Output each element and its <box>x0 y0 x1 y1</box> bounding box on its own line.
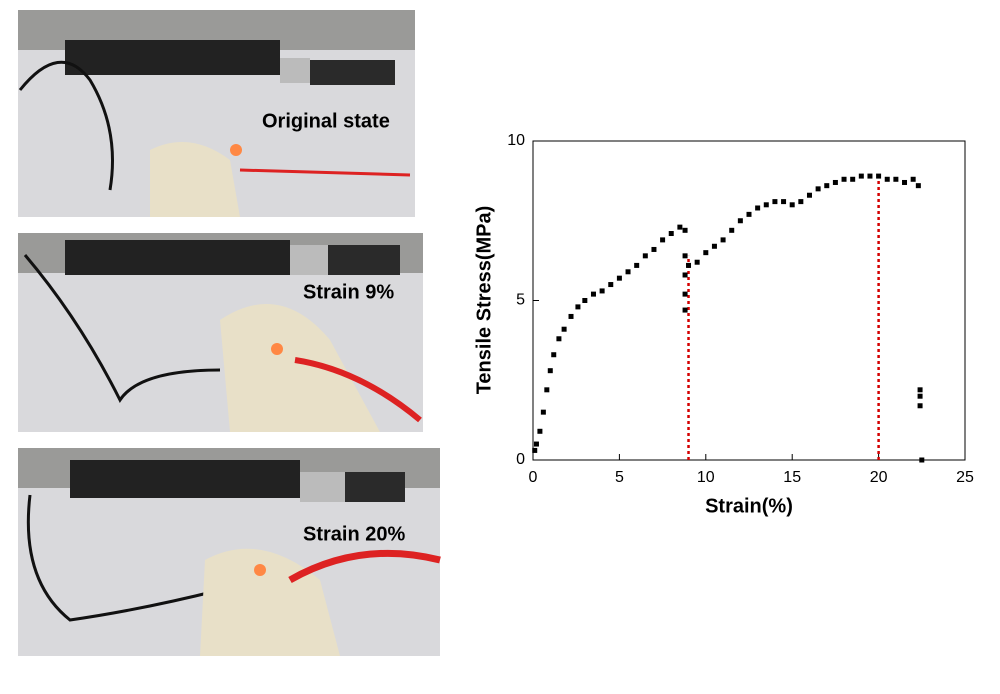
panel-label: Strain 20% <box>303 523 405 545</box>
point <box>682 227 688 233</box>
photo <box>18 448 441 656</box>
photo <box>18 10 415 217</box>
point <box>711 243 717 249</box>
x-tick-label: 15 <box>783 469 801 486</box>
point <box>561 326 567 332</box>
point <box>686 262 692 268</box>
point <box>568 313 574 319</box>
point <box>781 199 787 205</box>
point <box>915 183 921 189</box>
point <box>551 352 557 358</box>
point <box>616 275 622 281</box>
point <box>651 246 657 252</box>
point <box>910 176 916 182</box>
point <box>590 291 596 297</box>
x-tick-label: 20 <box>870 469 888 486</box>
point <box>876 173 882 179</box>
x-tick-label: 25 <box>956 469 974 486</box>
point <box>763 202 769 208</box>
point <box>625 269 631 275</box>
point <box>902 179 908 185</box>
point <box>599 288 605 294</box>
y-axis-label: Tensile Stress(MPa) <box>473 206 495 395</box>
point <box>575 304 581 310</box>
point <box>772 199 778 205</box>
point <box>533 441 539 447</box>
point <box>703 250 709 256</box>
point <box>682 291 688 297</box>
point <box>582 298 588 303</box>
point <box>547 368 553 374</box>
point <box>789 202 795 208</box>
point <box>682 253 688 259</box>
point <box>806 192 812 198</box>
point <box>556 336 562 342</box>
point <box>917 403 923 409</box>
point <box>884 176 890 182</box>
point <box>893 176 899 182</box>
point <box>608 282 614 288</box>
point <box>694 259 700 265</box>
x-axis-label: Strain(%) <box>705 495 793 517</box>
point <box>682 307 688 313</box>
point <box>858 173 864 179</box>
point <box>917 387 923 393</box>
point <box>668 231 674 237</box>
point <box>850 176 856 182</box>
plot-frame <box>532 140 966 461</box>
panel-label: Original state <box>262 110 390 132</box>
point <box>798 199 804 205</box>
y-tick-label: 10 <box>507 132 525 149</box>
point <box>537 428 543 434</box>
point <box>660 237 666 243</box>
point <box>677 224 683 230</box>
point <box>832 179 838 185</box>
point <box>682 272 688 278</box>
panel-label: Strain 9% <box>303 281 394 303</box>
point <box>746 211 752 217</box>
point <box>720 237 726 243</box>
point <box>737 218 743 224</box>
y-tick-label: 0 <box>516 451 525 468</box>
point <box>824 183 830 189</box>
x-tick-label: 0 <box>529 469 538 486</box>
point <box>815 186 821 192</box>
point <box>841 176 847 182</box>
point <box>544 387 550 393</box>
point <box>642 253 648 259</box>
point <box>919 457 925 463</box>
point <box>532 447 538 453</box>
point <box>634 262 640 268</box>
point <box>917 393 923 399</box>
x-tick-label: 5 <box>615 469 624 486</box>
point <box>729 227 735 233</box>
point <box>540 409 546 415</box>
y-tick-label: 5 <box>516 292 525 309</box>
point <box>755 205 761 211</box>
x-tick-label: 10 <box>697 469 715 486</box>
point <box>867 173 873 179</box>
photo <box>18 233 423 432</box>
